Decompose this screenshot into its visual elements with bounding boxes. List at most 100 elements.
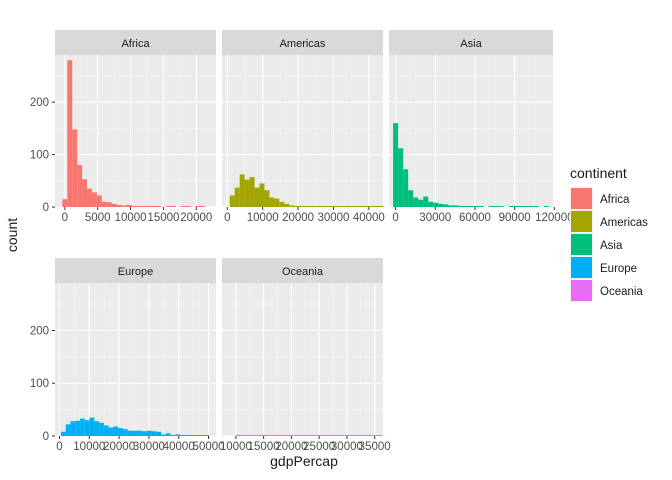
x-tick-label: 90000 — [499, 212, 531, 224]
histogram-bar — [70, 421, 76, 436]
x-tick-label: 50000 — [193, 441, 225, 453]
histogram-bar — [89, 417, 95, 436]
legend-key-americas — [571, 211, 592, 232]
histogram-bar — [418, 199, 424, 207]
histogram-bar — [165, 433, 171, 436]
histogram-bar — [151, 431, 157, 436]
histogram-bar — [413, 197, 419, 207]
histogram-bar — [195, 206, 201, 207]
histogram-bar — [348, 206, 354, 207]
legend-key-oceania — [571, 280, 592, 301]
histogram-bar — [443, 204, 449, 207]
x-tick-label: 5000 — [85, 212, 111, 224]
histogram-bar — [283, 434, 288, 436]
histogram-bar — [84, 420, 90, 436]
histogram-bar — [294, 205, 300, 207]
histogram-bar — [273, 434, 279, 436]
histogram-bar — [136, 205, 142, 207]
histogram-bar — [67, 60, 73, 207]
histogram-bar — [189, 435, 195, 436]
facet-strip — [55, 258, 216, 283]
histogram-bar — [328, 206, 334, 207]
facet-strip — [222, 258, 383, 283]
histogram-bar — [77, 165, 83, 207]
histogram-bar — [146, 205, 152, 207]
histogram-bar — [65, 424, 71, 436]
histogram-bar — [101, 201, 107, 207]
histogram-bar — [142, 431, 147, 436]
histogram-bar — [254, 435, 260, 436]
histogram-bar — [393, 123, 399, 207]
histogram-bar — [80, 418, 85, 436]
x-tick-label: 15000 — [248, 441, 280, 453]
facet-strip — [55, 30, 216, 55]
x-tick-label: 10000 — [220, 441, 252, 453]
histogram-bar — [518, 206, 524, 207]
histogram-bar — [423, 196, 429, 207]
histogram-bar — [358, 435, 364, 436]
x-tick-label: 30000 — [331, 441, 363, 453]
histogram-bar — [493, 206, 499, 207]
histogram-bar — [175, 434, 181, 436]
histogram-bar — [269, 197, 275, 207]
histogram-bar — [377, 435, 383, 436]
histogram-bar — [137, 430, 143, 436]
histogram-bar — [199, 435, 205, 436]
histogram-bar — [468, 206, 474, 207]
histogram-bar — [94, 421, 100, 436]
histogram-bar — [528, 206, 534, 207]
y-tick-label: 200 — [30, 325, 49, 337]
x-tick-label: 20000 — [103, 441, 135, 453]
histogram-bar — [292, 435, 298, 436]
histogram-bar — [368, 435, 373, 436]
histogram-bar — [373, 206, 379, 207]
histogram-bar — [156, 431, 162, 436]
histogram-bar — [254, 187, 260, 207]
x-tick-label: 35000 — [359, 441, 391, 453]
histogram-bar — [353, 206, 359, 207]
histogram-bar — [523, 206, 529, 207]
x-tick-label: 0 — [224, 212, 230, 224]
histogram-bar — [259, 183, 265, 207]
histogram-bar — [75, 420, 81, 436]
histogram-bar — [339, 435, 345, 436]
legend-label: Oceania — [600, 286, 643, 298]
histogram-bar — [62, 199, 68, 207]
histogram-bar — [180, 206, 186, 207]
x-axis-title: gdpPercap — [270, 453, 338, 469]
histogram-bar — [311, 435, 317, 436]
histogram-bar — [408, 190, 414, 207]
histogram-bar — [344, 435, 350, 436]
histogram-bar — [122, 429, 128, 436]
legend-label: Asia — [600, 240, 623, 252]
histogram-bar — [264, 434, 269, 436]
histogram-bar — [284, 203, 290, 207]
histogram-bar — [320, 435, 326, 436]
histogram-bar — [204, 435, 209, 436]
histogram-bar — [403, 169, 409, 207]
histogram-bar — [299, 205, 305, 207]
histogram-bar — [240, 435, 246, 436]
histogram-bar — [543, 206, 549, 207]
histogram-bar — [72, 129, 78, 207]
histogram-bar — [259, 434, 265, 436]
histogram-bar — [278, 435, 284, 436]
histogram-bar — [113, 426, 119, 436]
y-tick-label: 200 — [30, 97, 49, 109]
histogram-bar — [235, 434, 241, 436]
facet-strip-label: Europe — [118, 266, 153, 278]
histogram-bar — [438, 203, 444, 207]
histogram-bar — [146, 430, 152, 436]
histogram-bar — [127, 430, 133, 436]
histogram-bar — [279, 201, 285, 207]
facet-strip-label: Asia — [460, 38, 482, 50]
facet-africa: Africa 0 5000 10000 15000 20000 0 100 200 — [30, 30, 216, 224]
histogram-bar — [106, 202, 112, 207]
histogram-bar — [170, 206, 176, 207]
x-tick-label: 120000 — [535, 212, 573, 224]
histogram-bar — [318, 206, 324, 207]
histogram-bar — [513, 206, 519, 207]
x-tick-label: 30000 — [317, 212, 349, 224]
histogram-bar — [314, 206, 319, 207]
